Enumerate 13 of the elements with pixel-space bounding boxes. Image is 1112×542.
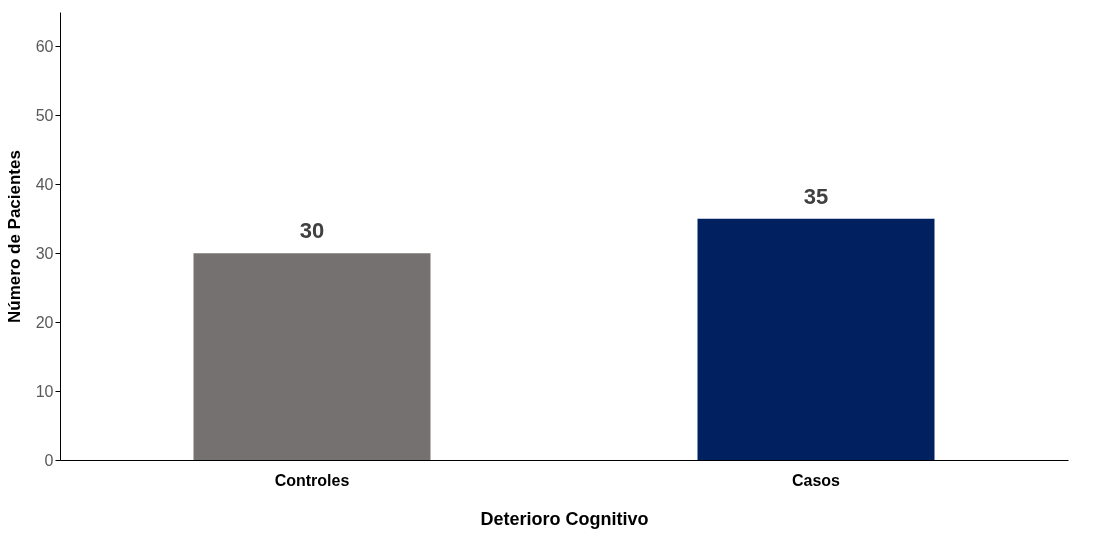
- x-axis-title: Deterioro Cognitivo: [480, 508, 649, 529]
- y-tick-label: 10: [35, 382, 54, 400]
- y-tick-label: 60: [35, 37, 54, 55]
- y-tick-label: 0: [44, 451, 54, 469]
- y-axis-title: Número de Pacientes: [4, 150, 24, 323]
- x-tick-label: Controles: [274, 471, 350, 489]
- x-tick-label: Casos: [791, 471, 841, 489]
- data-label: 30: [299, 218, 325, 244]
- y-tick-label: 20: [35, 313, 54, 331]
- y-tick-label: 50: [35, 106, 54, 124]
- y-tick-label: 40: [35, 175, 54, 193]
- data-label: 35: [803, 183, 829, 209]
- y-tick-label: 30: [35, 244, 54, 262]
